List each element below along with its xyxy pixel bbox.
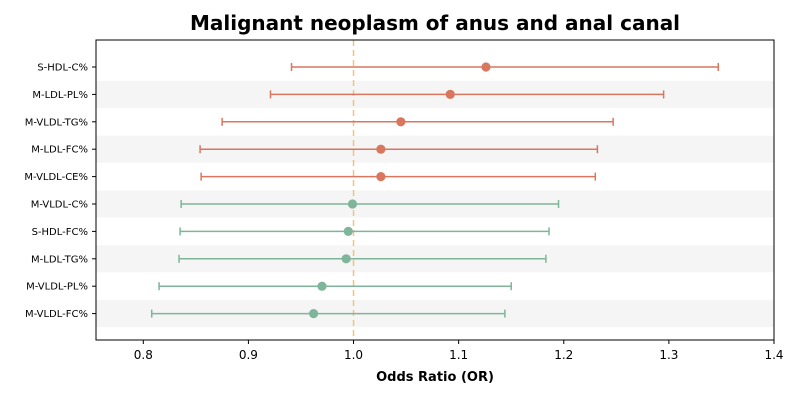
x-tick-label: 1.3 [659, 348, 678, 362]
y-tick-label: M-VLDL-C% [31, 200, 88, 211]
y-tick-label: M-VLDL-PL% [26, 282, 88, 293]
x-tick-label: 0.9 [239, 348, 258, 362]
or-point [341, 254, 351, 264]
or-point [347, 199, 358, 209]
or-point [396, 117, 406, 127]
or-point [308, 309, 319, 319]
or-point [481, 62, 491, 72]
or-point [343, 226, 353, 236]
y-tick-label: S-HDL-FC% [32, 227, 88, 238]
y-tick-label: M-VLDL-FC% [25, 309, 88, 320]
x-axis: 0.8 0.9 1.0 1.1 1.2 1.3 1.4 [134, 340, 784, 362]
y-axis: S-HDL-C% M-LDL-PL% M-VLDL-TG% M-LDL-FC% M-VL… [24, 63, 96, 320]
or-point [445, 89, 455, 99]
x-tick-label: 1.2 [554, 348, 573, 362]
x-tick-label: 1.0 [344, 348, 363, 362]
y-tick-label: M-LDL-FC% [31, 145, 88, 156]
or-point [376, 144, 386, 154]
x-axis-label: Odds Ratio (OR) [376, 370, 494, 385]
data-marks [150, 62, 720, 319]
x-tick-label: 0.8 [134, 348, 153, 362]
x-tick-label: 1.1 [449, 348, 468, 362]
x-tick-label: 1.4 [764, 348, 783, 362]
y-tick-label: M-VLDL-TG% [25, 117, 88, 128]
or-point [317, 281, 327, 291]
plot-frame [95, 39, 775, 341]
y-tick-label: M-LDL-PL% [32, 90, 88, 101]
y-tick-label: S-HDL-C% [37, 63, 88, 74]
chart-title: Malignant neoplasm of anus and anal cana… [190, 11, 680, 35]
y-tick-label: M-VLDL-CE% [24, 172, 88, 183]
or-point [376, 172, 386, 182]
y-tick-label: M-LDL-TG% [31, 254, 88, 265]
